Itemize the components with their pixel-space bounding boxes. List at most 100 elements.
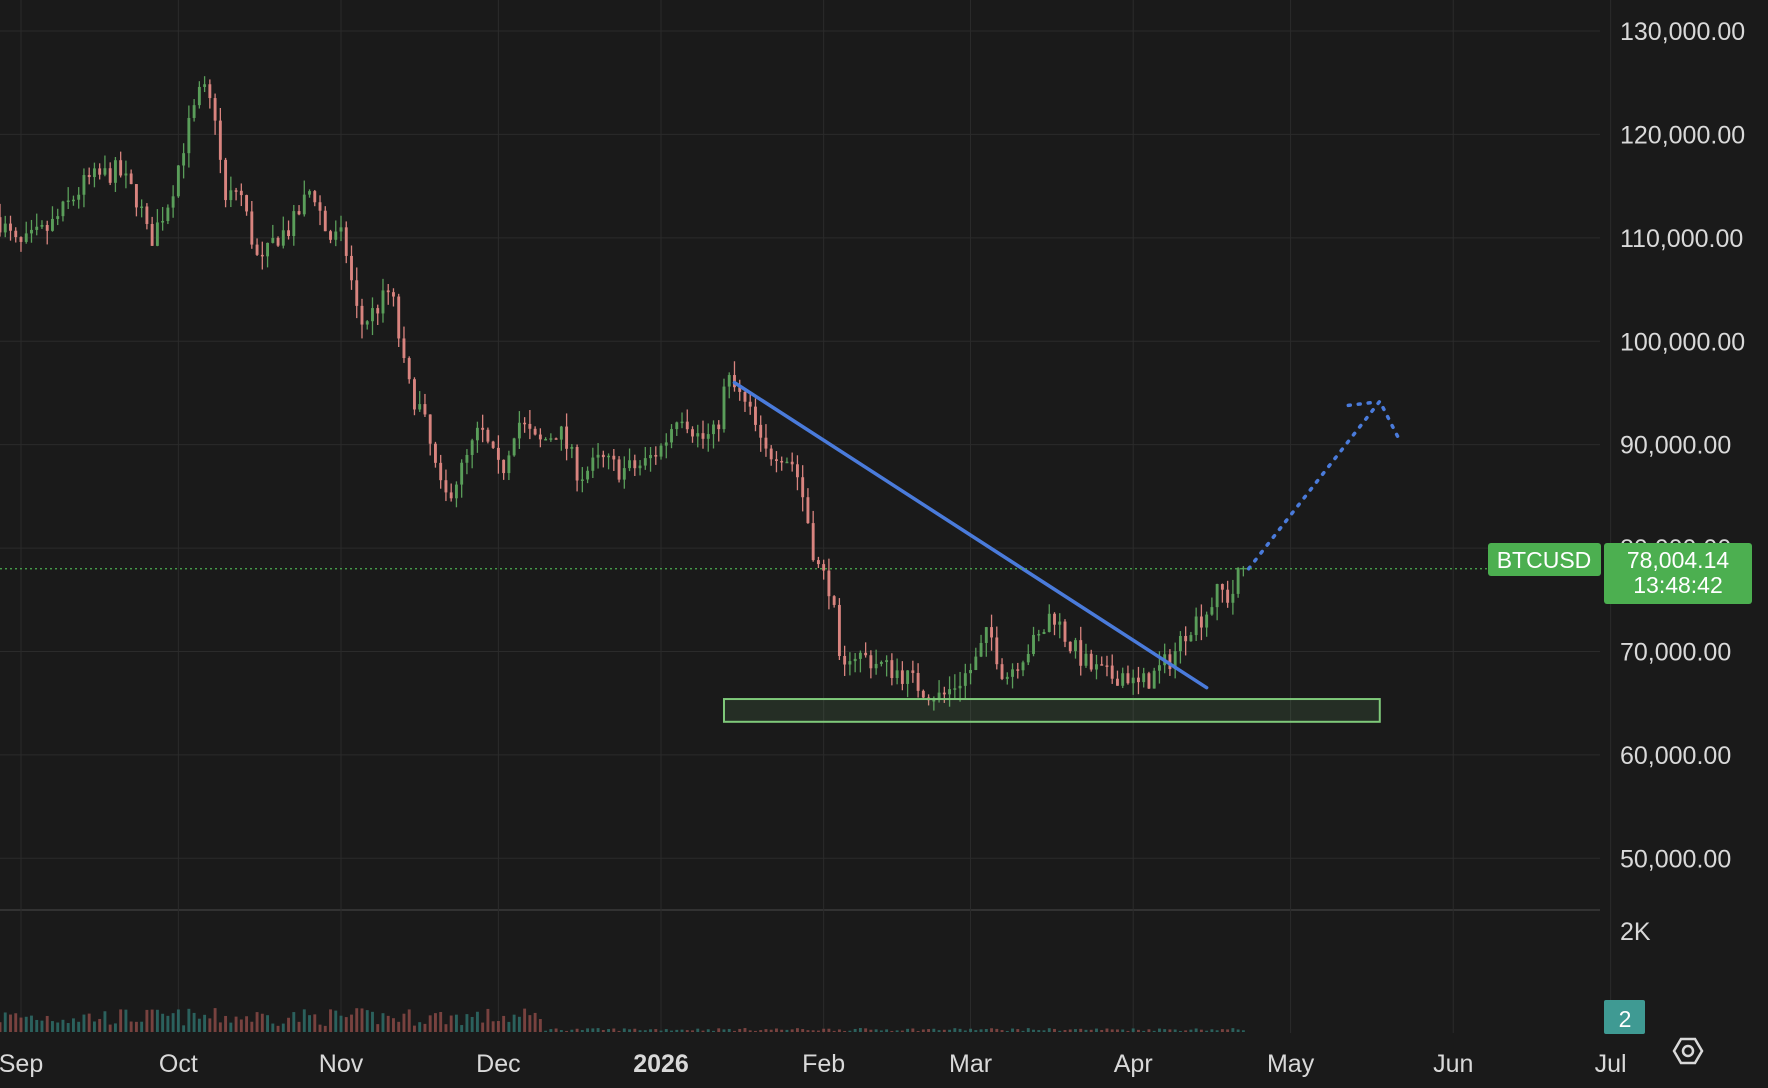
candle-body[interactable] (45, 224, 49, 231)
candle-body[interactable] (444, 480, 448, 493)
candle-body[interactable] (1000, 664, 1004, 679)
candle-body[interactable] (229, 190, 233, 201)
candle-body[interactable] (1241, 567, 1245, 570)
candle-body[interactable] (381, 290, 385, 314)
candle-body[interactable] (392, 292, 395, 297)
candle-body[interactable] (187, 117, 191, 154)
candle-body[interactable] (869, 655, 873, 669)
candle-body[interactable] (984, 627, 988, 643)
candle-body[interactable] (0, 217, 2, 233)
candle-body[interactable] (30, 229, 33, 234)
candle-body[interactable] (218, 120, 222, 160)
candle-body[interactable] (858, 652, 862, 659)
candle-body[interactable] (454, 484, 458, 499)
candle-body[interactable] (1016, 669, 1020, 671)
candle-body[interactable] (958, 685, 962, 689)
candle-body[interactable] (1089, 653, 1093, 670)
candle-body[interactable] (864, 652, 868, 656)
candle-body[interactable] (203, 84, 207, 87)
candle-body[interactable] (155, 222, 159, 246)
candle-body[interactable] (1173, 651, 1177, 670)
candle-body[interactable] (906, 670, 910, 684)
candle-body[interactable] (234, 190, 238, 192)
candle-body[interactable] (995, 637, 999, 665)
tag-layer[interactable]: BTCUSD 78,004.14 13:48:42 2 2K (1488, 543, 1752, 1065)
candle-body[interactable] (816, 560, 820, 565)
candle-body[interactable] (654, 454, 658, 457)
candle-body[interactable] (1126, 673, 1130, 684)
candle-body[interactable] (628, 460, 631, 469)
candle-body[interactable] (1236, 567, 1240, 594)
candle-body[interactable] (1079, 640, 1083, 666)
candle-body[interactable] (1068, 641, 1072, 652)
support-zone[interactable] (722, 698, 1381, 723)
candle-body[interactable] (339, 227, 343, 232)
candle-body[interactable] (790, 461, 794, 465)
candle-body[interactable] (1021, 662, 1025, 671)
candle-body[interactable] (1131, 677, 1135, 684)
candle-body[interactable] (40, 224, 44, 227)
candle-body[interactable] (171, 196, 175, 208)
candle-body[interactable] (491, 441, 495, 448)
candle-layer[interactable] (0, 76, 1245, 711)
candle-body[interactable] (670, 429, 673, 443)
candle-body[interactable] (848, 661, 852, 665)
candle-body[interactable] (785, 461, 789, 464)
candle-body[interactable] (1037, 633, 1041, 636)
candle-body[interactable] (1142, 673, 1146, 683)
candle-body[interactable] (329, 231, 332, 240)
candle-body[interactable] (92, 168, 96, 178)
candle-body[interactable] (1178, 635, 1182, 652)
candle-body[interactable] (974, 656, 978, 671)
candle-body[interactable] (433, 443, 437, 463)
candle-body[interactable] (496, 447, 500, 460)
candle-body[interactable] (334, 231, 338, 240)
candle-body[interactable] (439, 462, 443, 481)
candle-body[interactable] (124, 173, 128, 176)
candle-body[interactable] (182, 153, 186, 166)
candle-body[interactable] (659, 445, 663, 457)
candle-body[interactable] (402, 338, 406, 359)
candle-body[interactable] (470, 440, 474, 455)
annotation-layer[interactable] (0, 380, 1488, 723)
candle-body[interactable] (801, 477, 805, 498)
candle-body[interactable] (1084, 653, 1088, 666)
candle-body[interactable] (87, 175, 91, 178)
candle-body[interactable] (35, 226, 39, 230)
candle-body[interactable] (239, 190, 243, 196)
candle-body[interactable] (287, 230, 290, 236)
candle-body[interactable] (98, 168, 102, 175)
candle-body[interactable] (1215, 584, 1219, 608)
candle-body[interactable] (475, 427, 479, 441)
candle-body[interactable] (197, 86, 201, 106)
candle-body[interactable] (722, 386, 726, 430)
candle-body[interactable] (423, 404, 427, 415)
candle-body[interactable] (879, 662, 883, 664)
candle-body[interactable] (963, 673, 967, 686)
candle-body[interactable] (386, 290, 390, 293)
candle-body[interactable] (696, 433, 700, 437)
candle-body[interactable] (292, 211, 296, 236)
candle-body[interactable] (638, 465, 642, 469)
candle-body[interactable] (900, 670, 904, 684)
candle-body[interactable] (911, 670, 915, 673)
settings-hexagon-icon[interactable] (1672, 1037, 1704, 1065)
candle-body[interactable] (575, 447, 579, 481)
candle-body[interactable] (344, 227, 348, 256)
last-price-tag[interactable] (1604, 543, 1752, 604)
candle-body[interactable] (544, 438, 548, 441)
candle-body[interactable] (365, 321, 369, 325)
candle-body[interactable] (486, 429, 490, 442)
candle-body[interactable] (428, 414, 432, 444)
candle-body[interactable] (1121, 673, 1125, 686)
candle-body[interactable] (843, 655, 847, 665)
candle-body[interactable] (302, 194, 306, 215)
candle-body[interactable] (932, 699, 936, 702)
candle-body[interactable] (166, 207, 170, 222)
candle-body[interactable] (633, 460, 637, 469)
candle-body[interactable] (14, 230, 18, 238)
candle-body[interactable] (82, 175, 86, 195)
candle-body[interactable] (1100, 664, 1104, 666)
candle-body[interactable] (769, 448, 773, 460)
